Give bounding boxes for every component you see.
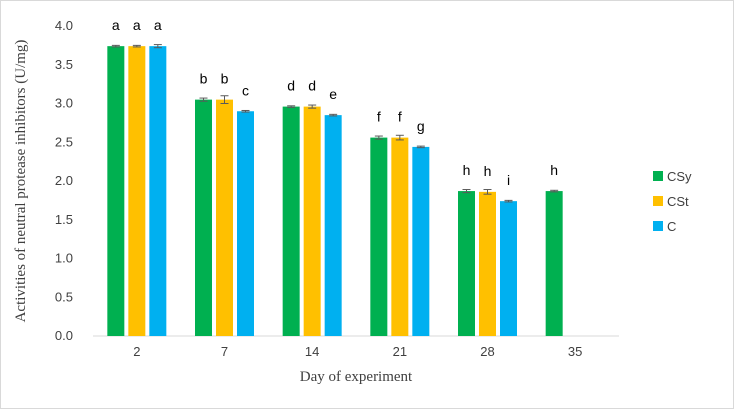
- y-axis-title: Activities of neutral protease inhibitor…: [13, 40, 29, 323]
- bar: [412, 146, 430, 336]
- significance-label: b: [221, 71, 229, 87]
- bar: [545, 191, 563, 336]
- legend-label: C: [667, 219, 676, 234]
- significance-label: h: [550, 162, 558, 178]
- significance-label: a: [112, 17, 120, 33]
- bar: [195, 99, 212, 336]
- legend-swatch: [653, 171, 663, 181]
- x-tick-label: 21: [393, 344, 407, 359]
- significance-labels: a a ab bc d def fgh hih: [112, 17, 558, 188]
- significance-label: f: [398, 109, 402, 125]
- y-tick-labels: 0.0 0.5 1.0 1.5 2.0 2.5 3.0 3.5 4.0: [55, 18, 73, 343]
- significance-label: b: [200, 71, 208, 87]
- significance-label: i: [507, 172, 510, 188]
- y-tick-label: 2.0: [55, 173, 73, 188]
- y-tick-label: 4.0: [55, 18, 73, 33]
- legend-label: CSy: [667, 169, 692, 184]
- y-tick-label: 3.0: [55, 96, 73, 111]
- y-tick-label: 2.5: [55, 134, 73, 149]
- y-tick-label: 3.5: [55, 57, 73, 72]
- bar: [107, 46, 125, 337]
- x-tick-label: 28: [480, 344, 494, 359]
- bar: [282, 106, 300, 336]
- significance-label: e: [329, 86, 337, 102]
- legend-swatch: [653, 196, 663, 206]
- bar: [391, 137, 409, 336]
- bar: [479, 191, 496, 336]
- legend: CSy CSt C: [653, 169, 692, 234]
- x-tick-label: 14: [305, 344, 319, 359]
- bars: [107, 44, 563, 337]
- bar: [370, 137, 388, 336]
- x-tick-label: 2: [133, 344, 140, 359]
- legend-swatch: [653, 221, 663, 231]
- significance-label: g: [417, 118, 425, 134]
- significance-label: f: [377, 109, 381, 125]
- bar: [500, 201, 517, 336]
- x-axis-title: Day of experiment: [300, 369, 413, 385]
- y-tick-label: 1.0: [55, 251, 73, 266]
- significance-label: a: [154, 17, 162, 33]
- bar: [149, 46, 167, 337]
- significance-label: a: [133, 17, 141, 33]
- y-tick-label: 0.5: [55, 289, 73, 304]
- bar: [303, 106, 321, 336]
- bar: [324, 115, 342, 336]
- bar: [237, 111, 254, 336]
- x-tick-label: 7: [221, 344, 228, 359]
- bar: [458, 191, 475, 336]
- y-tick-label: 1.5: [55, 212, 73, 227]
- significance-label: d: [287, 78, 295, 94]
- y-tick-label: 0.0: [55, 328, 73, 343]
- significance-label: h: [484, 163, 492, 179]
- legend-label: CSt: [667, 194, 689, 209]
- bar: [216, 99, 233, 336]
- bar: [128, 46, 146, 337]
- significance-label: c: [242, 82, 249, 98]
- significance-label: h: [463, 162, 471, 178]
- x-tick-labels: 2 7 14 21 28 35: [133, 344, 582, 359]
- x-tick-label: 35: [568, 344, 582, 359]
- significance-label: d: [308, 78, 316, 94]
